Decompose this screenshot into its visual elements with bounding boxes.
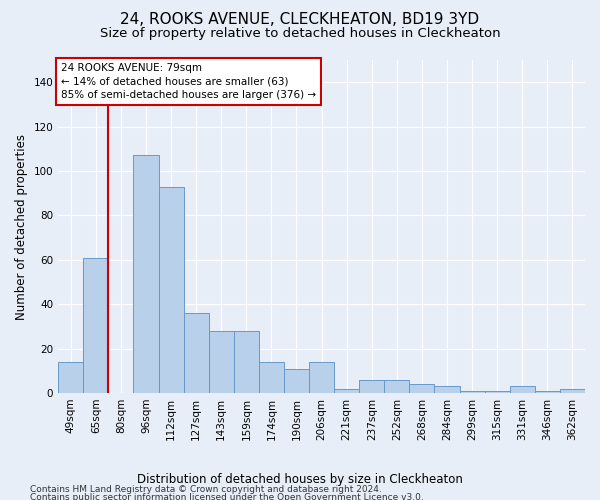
Bar	[133, 156, 158, 393]
Text: Contains HM Land Registry data © Crown copyright and database right 2024.: Contains HM Land Registry data © Crown c…	[30, 485, 382, 494]
Bar	[434, 386, 460, 393]
Y-axis label: Number of detached properties: Number of detached properties	[15, 134, 28, 320]
Bar	[510, 386, 535, 393]
Text: Distribution of detached houses by size in Cleckheaton: Distribution of detached houses by size …	[137, 472, 463, 486]
Bar	[460, 391, 485, 393]
Bar	[535, 391, 560, 393]
Bar	[485, 391, 510, 393]
Text: 24, ROOKS AVENUE, CLECKHEATON, BD19 3YD: 24, ROOKS AVENUE, CLECKHEATON, BD19 3YD	[121, 12, 479, 28]
Bar	[158, 186, 184, 393]
Bar	[184, 313, 209, 393]
Text: Contains public sector information licensed under the Open Government Licence v3: Contains public sector information licen…	[30, 492, 424, 500]
Bar	[385, 380, 409, 393]
Bar	[284, 368, 309, 393]
Bar	[359, 380, 385, 393]
Text: 24 ROOKS AVENUE: 79sqm
← 14% of detached houses are smaller (63)
85% of semi-det: 24 ROOKS AVENUE: 79sqm ← 14% of detached…	[61, 64, 316, 100]
Bar	[83, 258, 109, 393]
Bar	[334, 388, 359, 393]
Bar	[209, 331, 234, 393]
Bar	[58, 362, 83, 393]
Bar	[309, 362, 334, 393]
Bar	[409, 384, 434, 393]
Bar	[259, 362, 284, 393]
Bar	[234, 331, 259, 393]
Bar	[560, 388, 585, 393]
Text: Size of property relative to detached houses in Cleckheaton: Size of property relative to detached ho…	[100, 28, 500, 40]
